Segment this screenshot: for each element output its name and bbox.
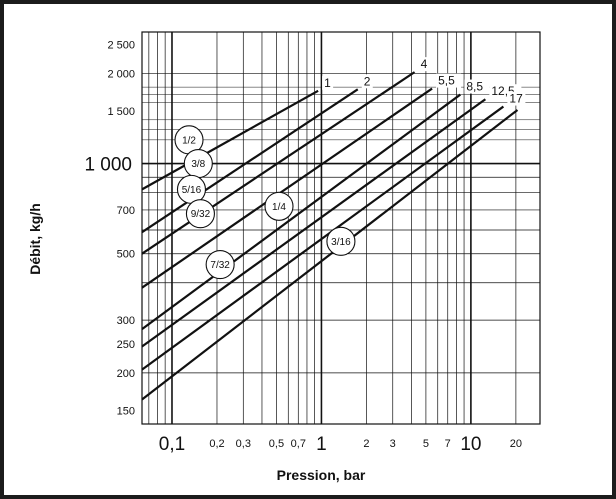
- y-tick-label: 1 000: [84, 155, 132, 176]
- y-tick-label: 300: [117, 315, 135, 327]
- x-tick-label: 1: [316, 434, 327, 455]
- annotation-label: 7/32: [210, 260, 230, 271]
- y-tick-label: 150: [117, 405, 135, 417]
- annotation-bubbles: 1/2 3/8 5/16 9/32 1/4 7/32 3/16: [174, 125, 356, 280]
- annotation-label: 1/4: [272, 202, 286, 213]
- series-line: [141, 87, 433, 289]
- x-tick-label: 3: [390, 438, 396, 450]
- y-tick-label: 2 500: [107, 39, 135, 51]
- series-label-bg: [361, 74, 373, 89]
- x-tick-label: 0,7: [291, 438, 306, 450]
- series-line: [141, 98, 487, 348]
- annotation-bubble: [326, 226, 356, 256]
- annotation-label: 5/16: [182, 185, 202, 196]
- series-line: [141, 93, 461, 331]
- series-line: [141, 89, 319, 191]
- y-axis-title: Débit, kg/h: [27, 203, 43, 275]
- series-line: [141, 88, 359, 234]
- series-label: 2: [364, 74, 371, 88]
- series-label: 8,5: [466, 80, 483, 94]
- x-tick-label: 20: [510, 438, 522, 450]
- x-tick-label: 0,5: [269, 438, 284, 450]
- series-label: 5,5: [438, 74, 455, 88]
- series-line: [141, 109, 519, 401]
- annotation-bubble: [185, 199, 215, 229]
- annotation-label: 3/8: [191, 159, 205, 170]
- x-tick-label: 10: [460, 434, 481, 455]
- x-axis-title: Pression, bar: [277, 467, 366, 483]
- annotation-label: 3/16: [331, 237, 351, 248]
- series-line: [141, 71, 416, 255]
- series-label-bg: [322, 75, 334, 90]
- series-label: 1: [324, 76, 331, 90]
- annotation-label: 9/32: [191, 209, 211, 220]
- x-tick-label: 2: [363, 438, 369, 450]
- y-tick-label: 200: [117, 368, 135, 380]
- series-label-bg: [436, 73, 462, 88]
- series-lines: [141, 71, 519, 401]
- x-tick-label: 5: [423, 438, 429, 450]
- annotation-bubble: [264, 191, 294, 221]
- series-label: 4: [421, 57, 428, 71]
- series-label-bg: [464, 79, 490, 94]
- y-tick-label: 700: [117, 205, 135, 217]
- series-label: 17: [509, 92, 523, 106]
- x-tick-label: 7: [445, 438, 451, 450]
- x-tick-label: 0,2: [209, 438, 224, 450]
- annotation-label: 1/2: [182, 135, 196, 146]
- annotation-bubble: [205, 250, 235, 280]
- x-tick-label: 0,1: [159, 434, 185, 455]
- series-labels: 1 245,5 8,5 12,517: [322, 57, 526, 106]
- series-label-bg: [418, 57, 430, 72]
- y-tick-label: 2 000: [107, 68, 135, 80]
- y-tick-label: 250: [117, 339, 135, 351]
- chart-frame: 1 2 4 5,5 8,5 12,5 17 1/2 3/8 5/16 9/32 1/4 7/32 3/1…: [4, 4, 612, 495]
- x-tick-label: 0,3: [236, 438, 251, 450]
- y-tick-label: 1 500: [107, 106, 135, 118]
- y-tick-label: 500: [117, 249, 135, 261]
- series-line: [141, 105, 505, 371]
- flow-pressure-chart: 1 245,5 8,5 12,517 1/23/85/169/321/47/323/1…: [27, 31, 541, 483]
- plot-border: [141, 31, 541, 425]
- tick-labels: 0,1 0,2 0,3 0,5 0,7 1 2 3 5 7 10 20 150 200 250 300 500 7…: [84, 39, 522, 455]
- series-label-bg: [507, 91, 526, 106]
